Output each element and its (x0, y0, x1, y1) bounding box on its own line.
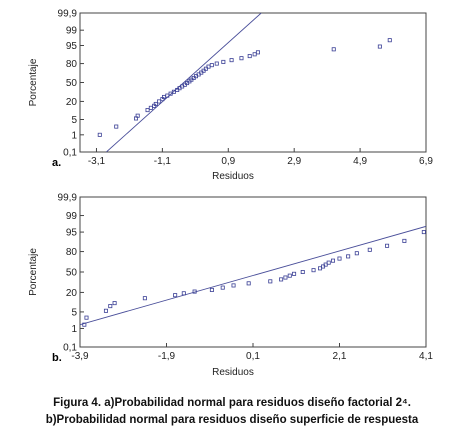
panel-b-label: b. (52, 352, 62, 364)
panel-b-data-point (220, 285, 225, 290)
panel-a-data-point (97, 132, 102, 137)
panel-a-plot-frame (79, 12, 427, 153)
panel-b-data-point (142, 296, 147, 301)
panel-b-data-point (82, 322, 87, 327)
panel-b-data-point (173, 293, 178, 298)
panel-a-x-tick-label: 6,9 (419, 156, 433, 167)
panel-a-data-point (135, 113, 140, 118)
panel-a-data-point (255, 50, 260, 55)
panel-a-data-point (153, 101, 158, 106)
panel-a-data-point (229, 58, 234, 63)
panel-a-y-tick-label: 1 (71, 130, 77, 141)
panel-b-data-point (209, 287, 214, 292)
panel-a-y-axis-label: Porcentaje (28, 58, 39, 106)
panel-b-data-point (385, 243, 390, 248)
panel-a-data-point (148, 105, 153, 110)
panel-b-data-point (346, 254, 351, 259)
panel-b-data-point (367, 247, 372, 252)
panel-b-y-tick-label: 20 (66, 288, 78, 299)
panel-a-data-point (247, 54, 252, 59)
panel-b-data-point (292, 271, 297, 276)
panel-b-x-tick-label: -3,9 (71, 351, 89, 362)
panel-b-reference-line (80, 225, 426, 326)
panel-b-x-axis-label: Residuos (212, 367, 254, 378)
panel-a-y-tick-label: 99,9 (58, 9, 78, 20)
panel-a-data-point (157, 99, 162, 104)
panel-a-y-tick-label: 0,1 (63, 148, 77, 159)
panel-b-data-point (231, 283, 236, 288)
panel-b-y-tick-label: 1 (71, 324, 77, 335)
panel-a-data-point (252, 52, 257, 57)
panel-b-y-tick-label: 99 (66, 211, 78, 222)
figure-caption-line-2: b)Probabilidad normal para residuos dise… (45, 414, 419, 426)
panel-b-data-point (421, 230, 426, 235)
panel-a-x-tick-label: -1,1 (154, 156, 172, 167)
panel-b-data-point (326, 260, 331, 265)
panel-b-data-point (108, 304, 113, 309)
panel-b-data-point (181, 291, 186, 296)
panel-b-y-tick-label: 80 (66, 247, 78, 258)
panel-b-data-point (300, 269, 305, 274)
panel-b-plot-frame (79, 196, 427, 348)
figure-caption-line-1: Figura 4. a)Probabilidad normal para res… (53, 397, 411, 409)
panel-a-data-point (331, 47, 336, 52)
panel-b-data-point (112, 301, 117, 306)
panel-a-y-tick-label: 5 (71, 115, 77, 126)
panel-a-x-tick-label: -3,1 (88, 156, 106, 167)
panel-b-y-tick-label: 5 (71, 307, 77, 318)
panel-b-data-point (84, 315, 89, 320)
panel-a-data-point (387, 38, 392, 43)
panel-b-x-tick-label: 2,1 (333, 351, 347, 362)
panel-a-x-tick-label: 4,9 (353, 156, 367, 167)
panel-a-x-tick-label: 2,9 (287, 156, 301, 167)
panel-a-y-tick-label: 80 (66, 59, 78, 70)
panel-a-data-point (114, 124, 119, 129)
panel-b-data-point (279, 277, 284, 282)
panel-b-y-axis-label: Porcentaje (28, 248, 39, 296)
panel-b-x-tick-label: 0,1 (246, 351, 260, 362)
panel-a-label: a. (52, 157, 61, 169)
panel-b-data-point (311, 268, 316, 273)
panel-b-y-tick-label: 0,1 (63, 343, 77, 354)
panel-b-data-point (192, 289, 197, 294)
panel-b-y-tick-label: 50 (66, 268, 78, 279)
panel-b-y-tick-label: 99,9 (58, 193, 78, 204)
panel-b-data-point (283, 275, 288, 280)
panel-b-data-point (337, 256, 342, 261)
panel-a-y-tick-label: 50 (66, 78, 78, 89)
panel-a-y-tick-label: 20 (66, 97, 78, 108)
panel-a-data-point (239, 56, 244, 61)
panel-a-data-point (221, 59, 226, 64)
panel-a-x-axis-label: Residuos (212, 171, 254, 182)
panel-b-data-point (103, 308, 108, 313)
panel-b-data-point (402, 238, 407, 243)
panel-b-x-tick-label: -1,9 (158, 351, 176, 362)
panel-b-x-tick-label: 4,1 (419, 351, 433, 362)
panel-b-data-point (287, 273, 292, 278)
panel-a-x-tick-label: 0,9 (221, 156, 235, 167)
panel-a-data-point (209, 63, 214, 68)
panel-a-y-tick-label: 99 (66, 26, 78, 37)
panel-a-data-point (145, 108, 150, 113)
panel-a-data-point (203, 66, 208, 71)
panel-b-data-point (331, 258, 336, 263)
panel-a-reference-line (106, 13, 262, 152)
panel-b-data-point (268, 279, 273, 284)
panel-a-data-point (214, 61, 219, 66)
panel-b-data-point (246, 281, 251, 286)
panel-b-data-point (354, 251, 359, 256)
panel-a-data-point (377, 44, 382, 49)
panel-b-y-tick-label: 95 (66, 228, 78, 239)
panel-a-y-tick-label: 95 (66, 41, 78, 52)
